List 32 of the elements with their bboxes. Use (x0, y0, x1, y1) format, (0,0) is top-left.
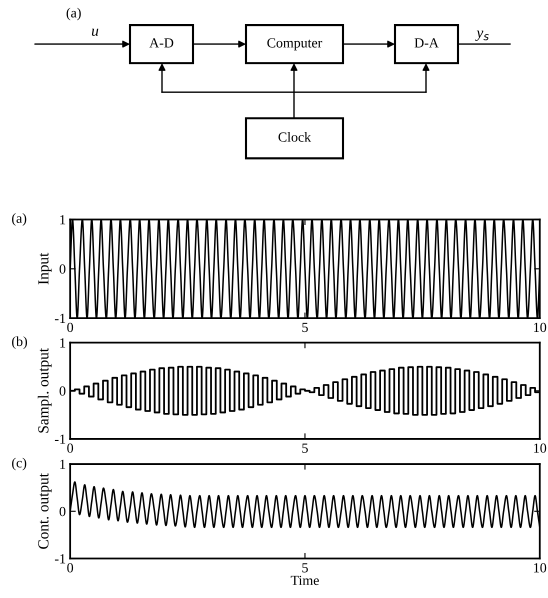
text: y$_{s}$ (475, 30, 489, 41)
x-tick-label: 5 (302, 563, 308, 572)
y-axis-title: Cont. output (38, 473, 52, 549)
y-axis-title: Sampl. output (38, 348, 52, 433)
x-tick-label: 5 (302, 444, 308, 453)
text: D-A (414, 38, 439, 48)
text: Computer (267, 38, 322, 50)
x-axis-title: Time (290, 576, 319, 586)
text: (a) (66, 8, 81, 20)
x-tick-label: 5 (302, 322, 308, 332)
y-tick-label: 0 (60, 264, 66, 274)
text: (b) (12, 336, 28, 349)
x-tick-label: 10 (534, 563, 546, 572)
y-tick-label: -1 (54, 314, 66, 323)
y-tick-label: 0 (60, 386, 66, 396)
y-tick-label: -1 (54, 554, 66, 564)
x-tick-label: 0 (67, 563, 74, 572)
y-axis-title: Input (38, 252, 52, 284)
x-tick-label: 0 (67, 444, 74, 453)
text: (c) (12, 458, 26, 470)
y-tick-label: 0 (60, 506, 66, 516)
text: A-D (149, 38, 174, 48)
y-tick-label: 1 (60, 338, 66, 348)
y-tick-label: 1 (60, 460, 66, 469)
x-tick-label: 0 (67, 322, 74, 332)
y-tick-label: -1 (54, 434, 66, 444)
y-tick-label: 1 (60, 215, 66, 224)
x-tick-label: 10 (534, 444, 546, 453)
x-tick-label: 10 (534, 322, 546, 332)
text: u (92, 28, 98, 36)
text: (a) (12, 213, 26, 226)
text: Clock (278, 132, 312, 142)
